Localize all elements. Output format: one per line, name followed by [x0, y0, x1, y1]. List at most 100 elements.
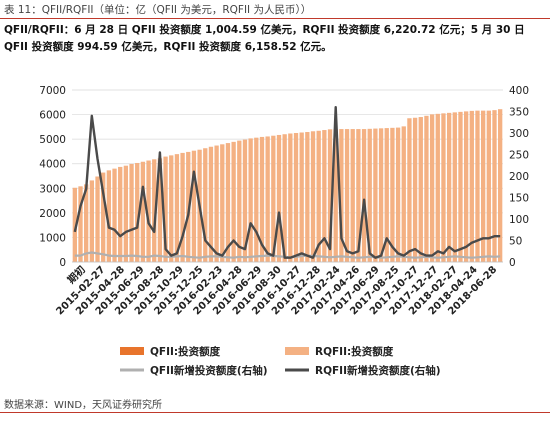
y-right-tick-label: 50	[509, 236, 522, 248]
y-right-tick-label: 0	[509, 257, 516, 269]
rqfii-quota-bar	[157, 158, 163, 262]
y-left-tick-label: 5000	[39, 134, 66, 146]
axis-labels: 0 1000 2000 3000 4000 5000 6000 7000 0 50 100 150 20…	[39, 85, 529, 317]
rqfii-quota-bar	[220, 144, 225, 262]
figure-caption: 表 11：QFII/RQFII（单位：亿（QFII 为美元，RQFII 为人民币…	[4, 4, 312, 16]
rqfii-quota-bar	[486, 110, 491, 262]
rqfii-quota-bar	[350, 129, 355, 262]
rqfii-quota-bar	[265, 136, 270, 262]
rqfii-quota-bar	[163, 156, 168, 262]
rqfii-quota-bar	[95, 176, 100, 262]
rqfii-quota-bar	[327, 129, 333, 262]
rqfii-quota-bar	[248, 138, 253, 262]
y-left-tick-label: 0	[59, 257, 66, 269]
legend-swatch	[120, 347, 144, 355]
rqfii-quota-bar	[384, 128, 389, 262]
rqfii-quota-bar	[480, 110, 486, 262]
data-source: 数据来源：WIND，天风证券研究所	[4, 400, 163, 411]
caption-rule	[0, 18, 550, 19]
rqfii-quota-bar	[441, 113, 446, 262]
y-left-tick-label: 3000	[39, 183, 66, 195]
rqfii-quota-bar	[123, 165, 129, 262]
y-right-tick-label: 350	[509, 107, 529, 119]
rqfii-quota-bar	[84, 184, 89, 262]
rqfii-quota-bar	[293, 133, 299, 262]
rqfii-quota-bar	[254, 137, 259, 262]
rqfii-quota-bar	[282, 134, 287, 262]
rqfii-quota-bar	[373, 128, 378, 262]
rqfii-quota-bar	[288, 133, 293, 262]
rqfii-quota-bar	[418, 117, 423, 263]
legend-label: RQFII新增投资额度(右轴)	[315, 364, 441, 377]
rqfii-quota-bar	[463, 111, 469, 263]
rqfii-quota-bar	[305, 132, 310, 262]
legend-label: QFII新增投资额度(右轴)	[150, 364, 268, 377]
rqfii-quota-bar	[299, 132, 304, 262]
rqfii-quota-bar	[401, 126, 406, 262]
y-right-tick-label: 200	[509, 171, 529, 183]
rqfii-quota-bar	[310, 131, 316, 262]
rqfii-quota-bars	[72, 109, 503, 263]
rqfii-quota-bar	[498, 109, 503, 262]
legend-swatch	[285, 347, 309, 355]
rqfii-quota-bar	[339, 129, 344, 262]
rqfii-quota-bar	[146, 160, 151, 262]
rqfii-quota-bar	[407, 118, 412, 262]
rqfii-quota-bar	[361, 129, 367, 262]
y-right-tick-label: 150	[509, 193, 529, 205]
rqfii-quota-bar	[106, 170, 112, 262]
legend-label: RQFII:投资额度	[315, 345, 394, 358]
rqfii-quota-bar	[458, 111, 463, 263]
bottom-rule	[0, 412, 550, 413]
rqfii-quota-bar	[135, 162, 140, 262]
rqfii-quota-bar	[367, 128, 372, 262]
rqfii-quota-bar	[78, 186, 83, 262]
y-right-tick-label: 100	[509, 214, 529, 226]
rqfii-quota-bar	[390, 127, 395, 262]
rqfii-quota-bar	[271, 135, 276, 262]
rqfii-quota-bar	[180, 152, 185, 262]
rqfii-quota-bar	[225, 143, 231, 262]
rqfii-quota-bar	[316, 130, 321, 262]
rqfii-quota-bar	[72, 187, 77, 262]
rqfii-quota-bar	[344, 129, 350, 262]
rqfii-quota-bar	[395, 127, 401, 262]
rqfii-quota-bar	[129, 163, 134, 262]
rqfii-quota-bar	[276, 134, 282, 262]
legend-label: QFII:投资额度	[150, 345, 221, 358]
rqfii-quota-bar	[112, 168, 117, 262]
rqfii-quota-bar	[203, 148, 208, 262]
rqfii-quota-bar	[412, 117, 418, 262]
y-left-tick-label: 4000	[39, 159, 66, 171]
y-right-tick-label: 400	[509, 85, 529, 97]
y-left-tick-label: 6000	[39, 110, 66, 122]
rqfii-quota-bar	[208, 146, 214, 262]
rqfii-quota-bar	[191, 150, 197, 262]
rqfii-quota-bar	[356, 129, 361, 262]
rqfii-quota-bar	[89, 180, 95, 262]
rqfii-quota-bar	[152, 159, 157, 262]
rqfii-quota-bar	[424, 115, 429, 262]
rqfii-quota-bar	[333, 129, 338, 262]
rqfii-quota-bar	[446, 112, 452, 262]
rqfii-quota-bar	[435, 113, 440, 262]
rqfii-quota-bar	[214, 145, 219, 262]
rqfii-quota-bar	[322, 130, 327, 262]
rqfii-quota-bar	[237, 140, 242, 262]
rqfii-quota-bar	[140, 161, 146, 262]
y-right-tick-label: 250	[509, 150, 529, 162]
rqfii-new-quota-line	[73, 105, 501, 259]
rqfii-quota-bar	[469, 110, 474, 262]
rqfii-quota-bar	[492, 110, 497, 262]
y-left-tick-label: 7000	[39, 85, 66, 97]
rqfii-quota-bar	[231, 141, 236, 262]
rqfii-quota-bar	[174, 154, 180, 262]
summary-text: QFII/RQFII：6 月 28 日 QFII 投资额度 1,004.59 亿…	[4, 24, 525, 53]
rqfii-quota-bar	[378, 128, 384, 262]
new-quota-lines	[73, 105, 501, 259]
rqfii-quota-bar	[429, 114, 435, 262]
rqfii-quota-bar	[118, 166, 123, 262]
rqfii-quota-bar	[259, 136, 265, 262]
y-left-tick-label: 1000	[39, 232, 66, 244]
legend: QFII:投资额度 RQFII:投资额度 QFII新增投资额度(右轴) RQFII新增…	[120, 345, 441, 377]
